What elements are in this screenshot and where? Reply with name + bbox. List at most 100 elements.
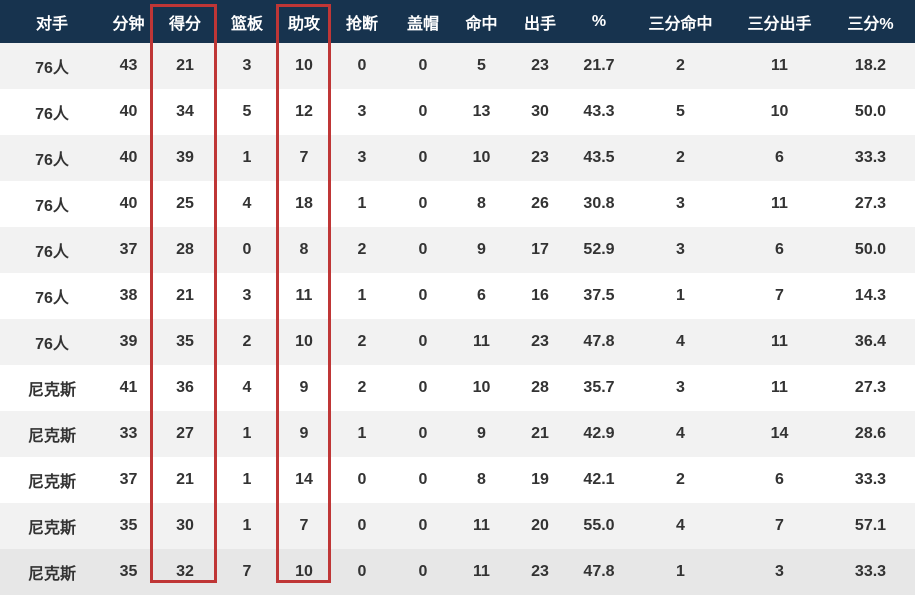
cell-rebounds: 3 xyxy=(242,287,252,304)
cell-opponent: 76人 xyxy=(35,106,69,123)
cell-minutes: 39 xyxy=(119,333,138,350)
cell-rebounds: 5 xyxy=(242,103,252,120)
cell-tpm: 4 xyxy=(676,517,685,534)
cell-blocks: 0 xyxy=(418,333,428,350)
table-row: 76人 40 25 4 18 1 0 8 26 30.8 3 11 27.3 xyxy=(0,181,915,227)
cell-tpa: 11 xyxy=(771,195,788,212)
cell-assists: 9 xyxy=(299,425,309,442)
cell-fg_pct: 21.7 xyxy=(583,57,615,74)
cell-fg_pct: 43.3 xyxy=(583,103,615,120)
cell-steals: 1 xyxy=(357,425,367,442)
cell-rebounds: 4 xyxy=(242,379,252,396)
cell-fgm: 11 xyxy=(473,333,490,350)
cell-fg_pct: 55.0 xyxy=(583,517,615,534)
cell-tpm: 3 xyxy=(676,195,685,212)
cell-fgm: 13 xyxy=(472,103,491,120)
cell-rebounds: 7 xyxy=(242,563,252,580)
cell-fga: 23 xyxy=(531,149,549,166)
cell-minutes: 40 xyxy=(119,103,138,120)
cell-steals: 3 xyxy=(357,103,367,120)
cell-fgm: 6 xyxy=(477,287,486,304)
column-header-fg_pct: % xyxy=(570,0,628,43)
column-header-steals: 抢断 xyxy=(331,0,393,43)
column-header-rebounds: 篮板 xyxy=(217,0,277,43)
cell-blocks: 0 xyxy=(418,471,428,488)
cell-points: 21 xyxy=(176,57,194,74)
cell-tpa: 11 xyxy=(771,57,788,74)
table-row: 76人 43 21 3 10 0 0 5 23 21.7 2 11 18.2 xyxy=(0,43,915,89)
table-row: 尼克斯 35 32 7 10 0 0 11 23 47.8 1 3 33.3 xyxy=(0,549,915,595)
cell-tp_pct: 33.3 xyxy=(854,563,887,580)
cell-fg_pct: 47.8 xyxy=(583,333,615,350)
cell-tpa: 3 xyxy=(775,563,784,580)
table-head: 对手 分钟 得分 篮板 助攻 抢断 盖帽 命中 出手% 三分命中 三分出手 三分% xyxy=(0,0,915,43)
cell-steals: 3 xyxy=(357,149,367,166)
cell-assists: 14 xyxy=(295,471,313,488)
cell-fgm: 9 xyxy=(477,425,486,442)
cell-opponent: 76人 xyxy=(35,198,69,215)
cell-fg_pct: 43.5 xyxy=(583,149,615,166)
cell-points: 30 xyxy=(176,517,194,534)
cell-fg_pct: 42.1 xyxy=(583,471,615,488)
cell-blocks: 0 xyxy=(418,425,428,442)
cell-fg_pct: 52.9 xyxy=(583,241,615,258)
cell-fg_pct: 35.7 xyxy=(583,379,615,396)
cell-minutes: 40 xyxy=(119,149,138,166)
cell-steals: 0 xyxy=(357,471,367,488)
cell-blocks: 0 xyxy=(418,149,428,166)
cell-fg_pct: 30.8 xyxy=(583,195,615,212)
cell-tp_pct: 28.6 xyxy=(854,425,887,442)
cell-points: 35 xyxy=(176,333,194,350)
cell-opponent: 尼克斯 xyxy=(27,428,76,445)
cell-blocks: 0 xyxy=(418,57,428,74)
column-header-tp_pct: 三分% xyxy=(826,0,915,43)
cell-tpm: 2 xyxy=(676,149,685,166)
cell-assists: 10 xyxy=(295,563,313,580)
cell-tpa: 6 xyxy=(775,471,784,488)
cell-steals: 0 xyxy=(357,517,367,534)
cell-steals: 2 xyxy=(357,333,367,350)
cell-fga: 23 xyxy=(531,57,549,74)
cell-fga: 23 xyxy=(531,563,549,580)
cell-tpm: 2 xyxy=(676,57,685,74)
cell-fga: 20 xyxy=(531,517,549,534)
cell-blocks: 0 xyxy=(418,379,428,396)
cell-blocks: 0 xyxy=(418,517,428,534)
column-header-blocks: 盖帽 xyxy=(393,0,453,43)
table-row: 76人 39 35 2 10 2 0 11 23 47.8 4 11 36.4 xyxy=(0,319,915,365)
column-header-minutes: 分钟 xyxy=(104,0,153,43)
cell-opponent: 76人 xyxy=(35,60,69,77)
cell-tpm: 1 xyxy=(676,287,685,304)
cell-tp_pct: 27.3 xyxy=(854,379,887,396)
cell-fgm: 8 xyxy=(477,195,486,212)
cell-fgm: 8 xyxy=(477,471,486,488)
cell-fga: 21 xyxy=(531,425,549,442)
cell-fg_pct: 47.8 xyxy=(583,563,615,580)
column-header-assists: 助攻 xyxy=(277,0,331,43)
cell-fg_pct: 37.5 xyxy=(583,287,615,304)
cell-rebounds: 3 xyxy=(242,57,252,74)
cell-assists: 9 xyxy=(299,379,309,396)
cell-fgm: 10 xyxy=(472,149,491,166)
cell-minutes: 37 xyxy=(119,241,138,258)
cell-tp_pct: 33.3 xyxy=(854,471,887,488)
cell-points: 28 xyxy=(176,241,194,258)
cell-points: 36 xyxy=(176,379,194,396)
cell-fga: 19 xyxy=(531,471,549,488)
cell-tpa: 10 xyxy=(770,103,789,120)
cell-tpa: 6 xyxy=(775,241,784,258)
column-header-fgm: 命中 xyxy=(453,0,510,43)
cell-blocks: 0 xyxy=(418,195,428,212)
table-body: 76人 43 21 3 10 0 0 5 23 21.7 2 11 18.2 76人 40 34 5 12 3 0 13… xyxy=(0,43,915,595)
cell-opponent: 尼克斯 xyxy=(27,566,76,583)
cell-steals: 0 xyxy=(357,57,367,74)
cell-tp_pct: 50.0 xyxy=(854,103,887,120)
cell-opponent: 76人 xyxy=(35,290,69,307)
column-header-tpm: 三分命中 xyxy=(628,0,733,43)
cell-tpm: 5 xyxy=(676,103,685,120)
cell-rebounds: 1 xyxy=(242,425,252,442)
cell-minutes: 40 xyxy=(119,195,138,212)
cell-assists: 10 xyxy=(295,57,313,74)
cell-points: 32 xyxy=(176,563,194,580)
cell-minutes: 37 xyxy=(119,471,138,488)
